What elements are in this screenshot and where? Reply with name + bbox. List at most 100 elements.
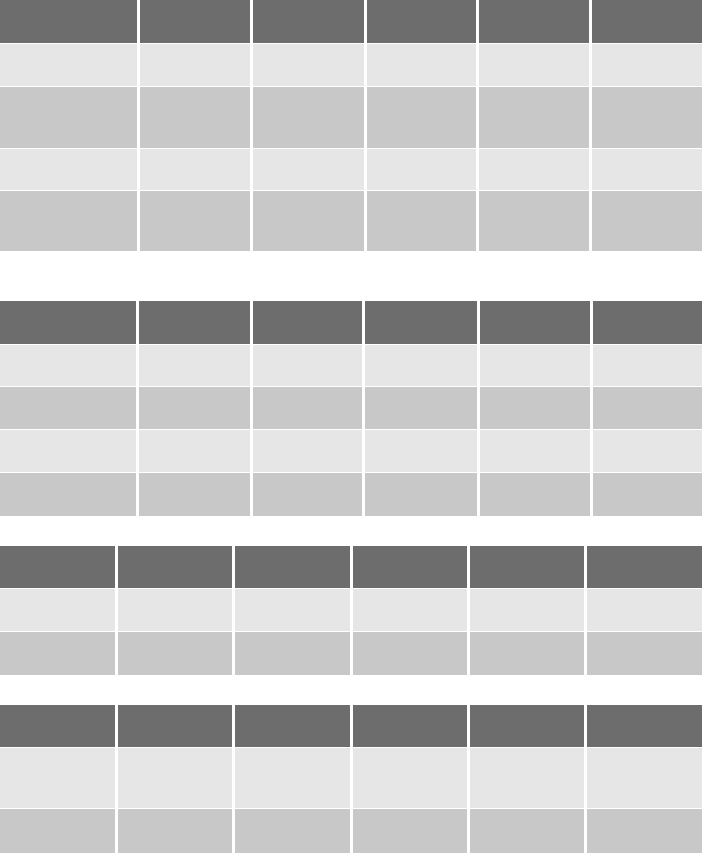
cell	[253, 191, 364, 251]
cell	[0, 473, 136, 516]
header-cell	[235, 705, 350, 747]
cell	[470, 632, 584, 675]
cell	[593, 473, 702, 516]
cell	[592, 191, 702, 251]
cell	[353, 809, 467, 853]
header-cell	[365, 301, 477, 344]
cell	[118, 589, 232, 631]
cell	[587, 589, 702, 631]
cell	[353, 632, 467, 675]
cell	[253, 87, 364, 148]
header-cell	[139, 301, 250, 344]
cell	[253, 44, 364, 86]
header-cell	[480, 301, 590, 344]
cell	[253, 473, 362, 516]
header-cell	[118, 705, 232, 747]
cell	[480, 345, 590, 386]
header-cell	[118, 546, 232, 588]
cell	[118, 632, 232, 675]
cell	[0, 589, 115, 631]
cell	[0, 191, 137, 251]
header-cell	[367, 0, 476, 43]
cell	[0, 430, 136, 472]
cell	[139, 430, 250, 472]
cell	[235, 809, 350, 853]
table	[0, 301, 702, 516]
header-cell	[253, 0, 364, 43]
cell	[235, 632, 350, 675]
cell	[470, 589, 584, 631]
cell	[587, 632, 702, 675]
cell	[140, 87, 250, 148]
cell	[479, 44, 589, 86]
cell	[587, 809, 702, 853]
cell	[118, 748, 232, 808]
header-cell	[479, 0, 589, 43]
header-cell	[353, 705, 467, 747]
cell	[118, 809, 232, 853]
cell	[470, 809, 584, 853]
cell	[0, 809, 115, 853]
cell	[480, 387, 590, 429]
cell	[353, 748, 467, 808]
cell	[0, 44, 137, 86]
cell	[139, 345, 250, 386]
header-cell	[235, 546, 350, 588]
cell	[479, 87, 589, 148]
header-cell	[592, 0, 702, 43]
cell	[140, 191, 250, 251]
cell	[0, 387, 136, 429]
cell	[365, 473, 477, 516]
cell	[253, 149, 364, 190]
cell	[367, 87, 476, 148]
cell	[235, 589, 350, 631]
cell	[0, 345, 136, 386]
header-cell	[593, 301, 702, 344]
header-cell	[587, 546, 702, 588]
header-cell	[140, 0, 250, 43]
cell	[365, 345, 477, 386]
cell	[140, 149, 250, 190]
cell	[367, 44, 476, 86]
cell	[592, 44, 702, 86]
cell	[140, 44, 250, 86]
header-cell	[253, 301, 362, 344]
header-cell	[587, 705, 702, 747]
header-cell	[470, 546, 584, 588]
cell	[0, 748, 115, 808]
cell	[0, 149, 137, 190]
cell	[592, 149, 702, 190]
cell	[592, 87, 702, 148]
table	[0, 546, 702, 675]
cell	[0, 87, 137, 148]
cell	[139, 387, 250, 429]
header-cell	[0, 705, 115, 747]
table	[0, 705, 702, 853]
table	[0, 0, 702, 251]
cell	[367, 191, 476, 251]
cell	[367, 149, 476, 190]
cell	[593, 430, 702, 472]
header-cell	[0, 301, 136, 344]
cell	[470, 748, 584, 808]
cell	[139, 473, 250, 516]
cell	[593, 345, 702, 386]
cell	[353, 589, 467, 631]
cell	[480, 430, 590, 472]
cell	[587, 748, 702, 808]
cell	[235, 748, 350, 808]
header-cell	[0, 0, 137, 43]
cell	[0, 632, 115, 675]
cell	[479, 149, 589, 190]
cell	[253, 345, 362, 386]
cell	[365, 430, 477, 472]
cell	[253, 430, 362, 472]
cell	[480, 473, 590, 516]
header-cell	[353, 546, 467, 588]
cell	[365, 387, 477, 429]
header-cell	[470, 705, 584, 747]
cell	[479, 191, 589, 251]
header-cell	[0, 546, 115, 588]
